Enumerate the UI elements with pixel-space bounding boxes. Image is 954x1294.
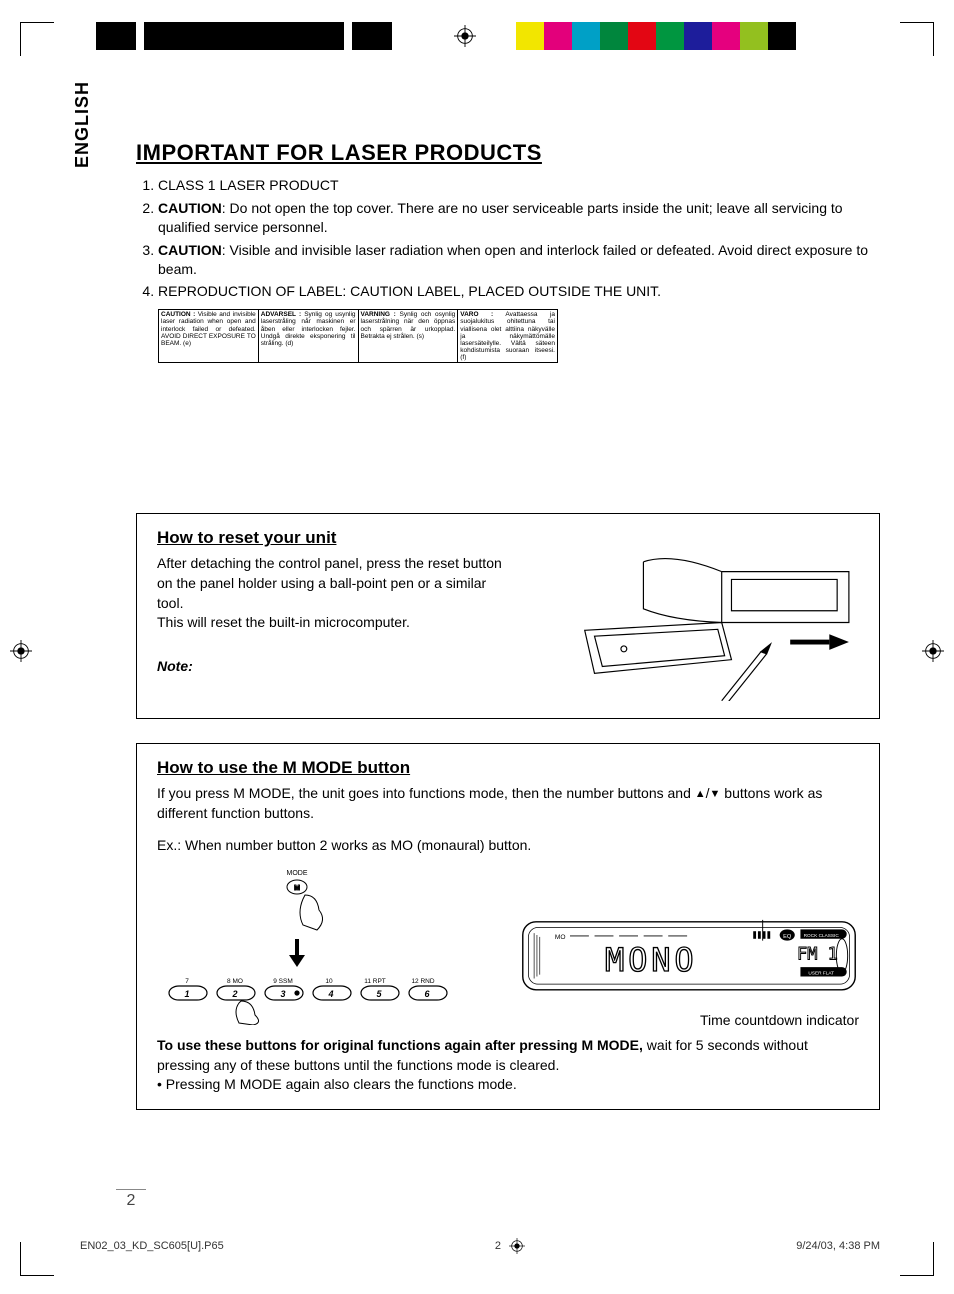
crop-mark-br [900,1242,934,1276]
svg-text:MONO: MONO [605,941,697,979]
svg-text:4: 4 [327,989,333,999]
svg-text:8 MO: 8 MO [227,978,243,985]
reset-note-label: Note: [157,657,506,677]
reset-illustration [526,554,859,704]
laser-item: CAUTION: Do not open the top cover. Ther… [158,199,880,237]
registration-bar [96,22,894,50]
mmode-heading: How to use the M MODE button [157,758,859,778]
reset-p2: This will reset the built-in microcomput… [157,613,506,633]
footer-file: EN02_03_KD_SC605[U].P65 [80,1240,224,1252]
crop-mark-tr [900,22,934,56]
svg-text:2: 2 [231,989,237,999]
laser-item: REPRODUCTION OF LABEL: CAUTION LABEL, PL… [158,282,880,301]
page-title: IMPORTANT FOR LASER PRODUCTS [136,140,880,166]
footer-date: 9/24/03, 4:38 PM [796,1240,880,1252]
svg-text:ROCK CLASSIC: ROCK CLASSIC [804,933,840,939]
mmode-section: How to use the M MODE button If you pres… [136,743,880,1110]
svg-text:USER FLAT: USER FLAT [808,971,834,977]
svg-text:7: 7 [185,978,189,985]
footer-page: 2 [495,1240,501,1252]
crop-mark-tl [20,22,54,56]
svg-text:1: 1 [184,989,189,999]
svg-text:MO: MO [555,934,566,941]
mmode-bullet: • Pressing M MODE again also clears the … [157,1075,859,1095]
svg-text:MODE: MODE [287,870,308,877]
svg-text:M: M [294,885,300,892]
mmode-tail-bold: To use these buttons for original functi… [157,1037,643,1053]
registration-mark-left [10,640,32,662]
reset-section: How to reset your unit After detaching t… [136,513,880,719]
reset-heading: How to reset your unit [157,528,859,548]
laser-item: CAUTION: Visible and invisible laser rad… [158,241,880,279]
mmode-display-illustration: MO EQ ROCK CLASSIC USER FLAT [497,918,859,1006]
svg-text:3: 3 [280,989,285,999]
page-content: ENGLISH IMPORTANT FOR LASER PRODUCTS CLA… [80,140,880,1204]
crop-mark-bl [20,1242,54,1276]
svg-text:11 RPT: 11 RPT [364,978,386,985]
svg-text:FM 1: FM 1 [797,945,838,965]
mmode-buttons-illustration: MODE M 7 [157,865,457,1028]
language-label: ENGLISH [72,81,93,168]
laser-list: CLASS 1 LASER PRODUCT CAUTION: Do not op… [136,176,880,301]
page-number: 2 [116,1189,146,1210]
svg-text:EQ: EQ [783,934,792,940]
up-triangle-icon: ▲ [695,787,706,802]
svg-text:12 RND: 12 RND [411,978,434,985]
registration-mark-icon [509,1238,525,1254]
svg-text:9 SSM: 9 SSM [273,978,293,985]
caution-label-reproduction: CAUTION : Visible and invisible laser ra… [158,309,558,363]
mmode-p1a: If you press M MODE, the unit goes into … [157,785,695,801]
down-triangle-icon: ▼ [710,787,721,802]
registration-mark-icon [454,25,476,47]
mmode-example: Ex.: When number button 2 works as MO (m… [157,837,859,853]
svg-text:10: 10 [325,978,333,985]
reset-p1: After detaching the control panel, press… [157,554,506,613]
laser-item: CLASS 1 LASER PRODUCT [158,176,880,195]
registration-mark-right [922,640,944,662]
print-footer: EN02_03_KD_SC605[U].P65 2 9/24/03, 4:38 … [80,1238,880,1254]
countdown-label: Time countdown indicator [700,1012,859,1028]
